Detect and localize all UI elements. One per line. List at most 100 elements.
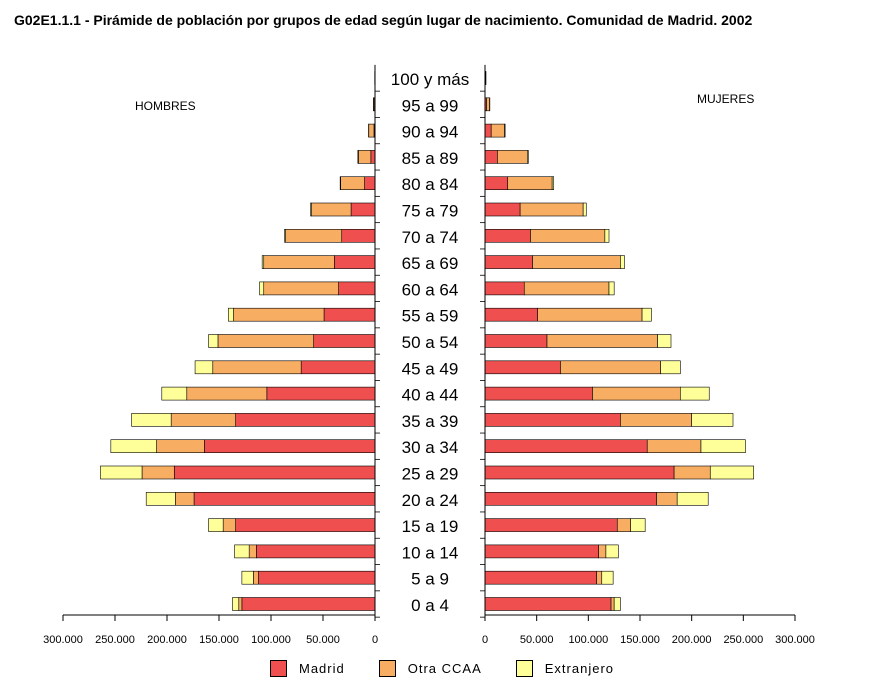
age-label-20-a-24: 20 a 24 bbox=[402, 491, 459, 510]
bar-hombres-extranjero-10-a-14 bbox=[234, 544, 250, 559]
bar-mujeres-otra-ccaa-55-a-59 bbox=[537, 307, 643, 322]
hombres-label: HOMBRES bbox=[135, 99, 196, 113]
bar-hombres-otra-ccaa-10-a-14 bbox=[248, 544, 257, 559]
age-label-25-a-29: 25 a 29 bbox=[402, 465, 459, 484]
bar-mujeres-madrid-55-a-59 bbox=[484, 307, 539, 322]
right-x-tick-label: 100.000 bbox=[568, 634, 608, 646]
bar-mujeres-extranjero-20-a-24 bbox=[676, 491, 709, 506]
bar-mujeres-madrid-90-a-94 bbox=[484, 123, 492, 138]
bar-mujeres-otra-ccaa-95-a-99 bbox=[486, 97, 490, 112]
legend: Madrid Otra CCAA Extranjero bbox=[270, 660, 648, 677]
mujeres-label: MUJERES bbox=[697, 92, 754, 106]
bar-hombres-extranjero-40-a-44 bbox=[161, 386, 188, 401]
bar-mujeres-extranjero-75-a-79 bbox=[582, 202, 587, 217]
bar-mujeres-madrid-50-a-54 bbox=[484, 334, 548, 348]
right-x-tick-label: 0 bbox=[482, 634, 488, 646]
bar-mujeres-extranjero-25-a-29 bbox=[709, 465, 754, 480]
bar-hombres-extranjero-25-a-29 bbox=[100, 465, 143, 480]
age-label-55-a-59: 55 a 59 bbox=[402, 307, 459, 326]
bar-mujeres-otra-ccaa-80-a-84 bbox=[507, 176, 553, 190]
left-x-tick-label: 250.000 bbox=[95, 634, 135, 646]
bar-mujeres-extranjero-45-a-49 bbox=[660, 360, 681, 375]
age-label-95-a-99: 95 a 99 bbox=[402, 96, 459, 115]
bar-mujeres-extranjero-0-a-4 bbox=[613, 597, 621, 611]
bar-hombres-madrid-55-a-59 bbox=[323, 307, 376, 322]
bar-mujeres-otra-ccaa-0-a-4 bbox=[610, 597, 615, 611]
bar-mujeres-otra-ccaa-70-a-74 bbox=[530, 229, 606, 243]
bar-mujeres-otra-ccaa-20-a-24 bbox=[656, 491, 678, 506]
left-x-tick-label: 300.000 bbox=[43, 634, 83, 646]
bar-hombres-extranjero-30-a-34 bbox=[110, 439, 157, 454]
bar-hombres-otra-ccaa-5-a-9 bbox=[253, 570, 259, 585]
bar-hombres-madrid-20-a-24 bbox=[193, 491, 376, 506]
right-x-tick-label: 300.000 bbox=[775, 634, 815, 646]
mujeres-bars bbox=[484, 71, 754, 611]
bar-hombres-otra-ccaa-15-a-19 bbox=[222, 518, 236, 532]
bar-mujeres-extranjero-90-a-94 bbox=[504, 123, 506, 138]
bar-mujeres-otra-ccaa-15-a-19 bbox=[616, 518, 632, 532]
bar-hombres-madrid-35-a-39 bbox=[235, 413, 376, 427]
age-label-100-y-m-s: 100 y más bbox=[391, 70, 469, 89]
bar-mujeres-extranjero-35-a-39 bbox=[691, 413, 734, 427]
bar-hombres-extranjero-70-a-74 bbox=[284, 229, 286, 243]
bar-mujeres-madrid-30-a-34 bbox=[484, 439, 648, 454]
bar-hombres-madrid-75-a-79 bbox=[350, 202, 376, 217]
age-label-30-a-34: 30 a 34 bbox=[402, 438, 459, 457]
bar-mujeres-otra-ccaa-50-a-54 bbox=[546, 334, 658, 348]
age-label-10-a-14: 10 a 14 bbox=[402, 543, 459, 562]
bar-mujeres-madrid-35-a-39 bbox=[484, 413, 621, 427]
legend-label-madrid: Madrid bbox=[299, 661, 345, 676]
bar-mujeres-extranjero-40-a-44 bbox=[679, 386, 710, 401]
right-x-tick-label: 50.000 bbox=[520, 634, 554, 646]
bar-mujeres-otra-ccaa-10-a-14 bbox=[598, 544, 607, 559]
bar-hombres-extranjero-80-a-84 bbox=[339, 176, 341, 190]
bar-hombres-otra-ccaa-45-a-49 bbox=[212, 360, 302, 375]
bar-hombres-otra-ccaa-85-a-89 bbox=[358, 150, 372, 164]
bar-mujeres-otra-ccaa-60-a-64 bbox=[523, 281, 610, 296]
bar-hombres-otra-ccaa-60-a-64 bbox=[263, 281, 339, 296]
bar-mujeres-madrid-5-a-9 bbox=[484, 570, 597, 585]
bar-hombres-extranjero-65-a-69 bbox=[261, 255, 265, 269]
legend-item-otra-ccaa: Otra CCAA bbox=[378, 660, 482, 677]
bar-hombres-extranjero-55-a-59 bbox=[228, 307, 234, 322]
age-group-labels: 0 a 4 5 a 9 10 a 14 15 a 19 20 a 24 25 a 29 30… bbox=[391, 70, 469, 615]
bar-mujeres-madrid-10-a-14 bbox=[484, 544, 599, 559]
bar-mujeres-otra-ccaa-30-a-34 bbox=[646, 439, 702, 454]
bar-hombres-otra-ccaa-65-a-69 bbox=[263, 255, 335, 269]
right-x-tick-label: 200.000 bbox=[672, 634, 712, 646]
legend-swatch-otra-ccaa bbox=[378, 660, 396, 677]
age-label-50-a-54: 50 a 54 bbox=[402, 333, 459, 352]
bar-hombres-otra-ccaa-50-a-54 bbox=[217, 334, 314, 348]
bar-hombres-otra-ccaa-75-a-79 bbox=[311, 202, 352, 217]
bar-mujeres-extranjero-15-a-19 bbox=[630, 518, 646, 532]
bar-mujeres-otra-ccaa-40-a-44 bbox=[592, 386, 681, 401]
left-x-tick-label: 100.000 bbox=[251, 634, 291, 646]
bar-hombres-otra-ccaa-20-a-24 bbox=[175, 491, 195, 506]
legend-item-extranjero: Extranjero bbox=[515, 660, 614, 677]
legend-label-otra-ccaa: Otra CCAA bbox=[407, 661, 482, 676]
bar-hombres-otra-ccaa-80-a-84 bbox=[340, 176, 365, 190]
age-label-5-a-9: 5 a 9 bbox=[411, 570, 449, 589]
hombres-bars bbox=[100, 71, 376, 611]
bar-mujeres-madrid-70-a-74 bbox=[484, 229, 531, 243]
bar-mujeres-otra-ccaa-5-a-9 bbox=[596, 570, 603, 585]
bar-hombres-otra-ccaa-25-a-29 bbox=[141, 465, 175, 480]
legend-item-madrid: Madrid bbox=[270, 660, 345, 677]
age-label-75-a-79: 75 a 79 bbox=[402, 202, 459, 221]
bar-mujeres-madrid-80-a-84 bbox=[484, 176, 509, 190]
bar-mujeres-madrid-20-a-24 bbox=[484, 491, 657, 506]
bar-hombres-extranjero-50-a-54 bbox=[208, 334, 219, 348]
bar-mujeres-madrid-0-a-4 bbox=[484, 597, 612, 611]
bar-mujeres-otra-ccaa-90-a-94 bbox=[490, 123, 505, 138]
bar-hombres-madrid-60-a-64 bbox=[338, 281, 376, 296]
bar-mujeres-otra-ccaa-85-a-89 bbox=[497, 150, 528, 164]
age-label-15-a-19: 15 a 19 bbox=[402, 517, 459, 536]
bar-mujeres-otra-ccaa-45-a-49 bbox=[560, 360, 661, 375]
age-label-40-a-44: 40 a 44 bbox=[402, 386, 459, 405]
bar-hombres-extranjero-20-a-24 bbox=[145, 491, 176, 506]
legend-swatch-extranjero bbox=[515, 660, 533, 677]
axes: 0 0 50.000 50.000 100.000 100.000 150.000 150.0… bbox=[43, 64, 815, 646]
bar-hombres-otra-ccaa-35-a-39 bbox=[170, 413, 236, 427]
age-label-35-a-39: 35 a 39 bbox=[402, 412, 459, 431]
bar-hombres-madrid-80-a-84 bbox=[364, 176, 376, 190]
